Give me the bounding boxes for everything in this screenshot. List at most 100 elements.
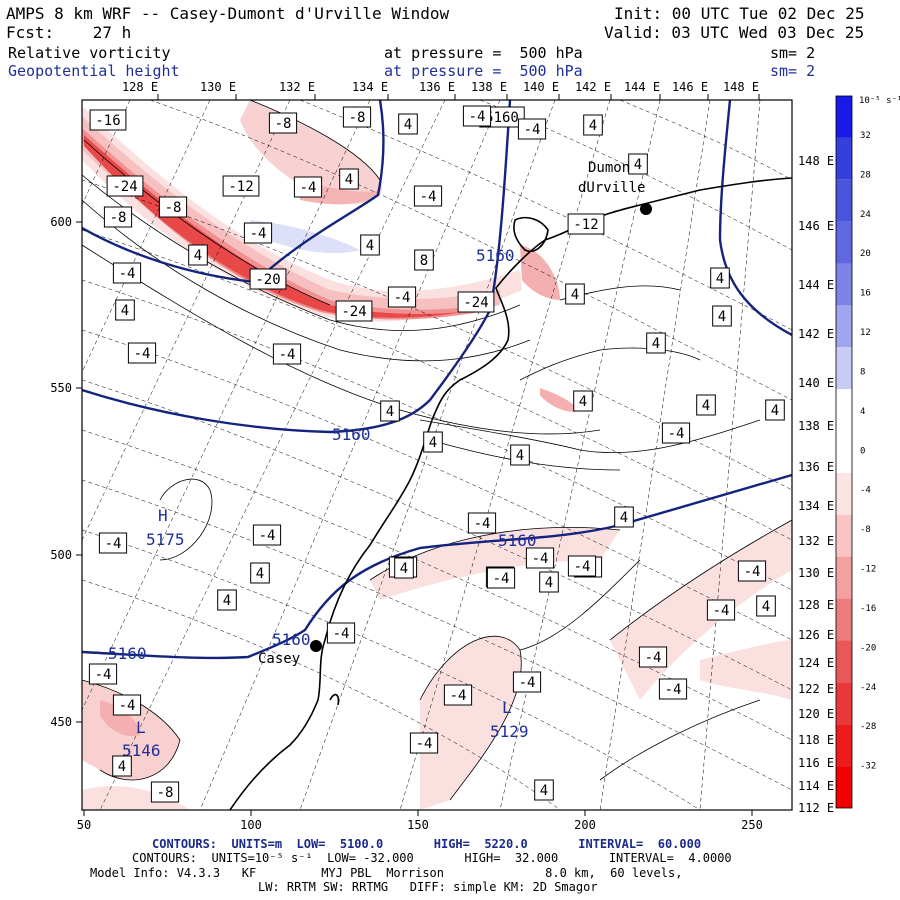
- colorbar-label: -28: [860, 722, 876, 732]
- longitude-right-label: 146 E: [798, 219, 834, 233]
- colorbar-segment: [836, 556, 852, 599]
- vorticity-label: -4: [259, 528, 276, 544]
- vorticity-label-box: [380, 400, 400, 422]
- vorticity-label: -4: [250, 226, 267, 242]
- vorticity-label-box: [706, 599, 736, 621]
- vorticity-label-box: [567, 555, 597, 577]
- vorticity-label: 4: [121, 303, 129, 319]
- vorticity-label: -4: [134, 346, 151, 362]
- colorbar-segment: [836, 137, 852, 180]
- colorbar-label: -8: [860, 525, 871, 535]
- longitude-right-label: 128 E: [798, 598, 834, 612]
- colorbar-segment: [836, 179, 852, 222]
- vorticity-label-box: [534, 779, 554, 801]
- vorticity-label-box: [127, 342, 157, 364]
- low-center-value: 5146: [122, 741, 161, 760]
- colorbar-segment: [836, 305, 852, 348]
- longitude-top-label: 142 E: [575, 80, 611, 94]
- geopotential-height-contours: [82, 100, 792, 660]
- colorbar-segment: [836, 431, 852, 473]
- vorticity-label-box: [387, 286, 417, 308]
- vorticity-labels: -16 -8 -8 4 5160-4 4-24-8-12 -4 4-4-8-4484-20-2…: [88, 105, 785, 803]
- vorticity-label: 4: [223, 593, 231, 609]
- vorticity-label: -8: [349, 110, 366, 126]
- vorticity-label-box: [272, 343, 302, 365]
- vorticity-label-box: [517, 118, 547, 140]
- colorbar-label: 12: [860, 328, 871, 338]
- vorticity-label-box: [512, 671, 542, 693]
- vorticity-label-box: [249, 268, 287, 290]
- colorbar-label: 32: [860, 131, 871, 141]
- vorticity-label-box: [339, 168, 359, 190]
- x-axis-tick-label: 100: [240, 818, 262, 832]
- colorbar-label: 4: [860, 407, 865, 417]
- vorticity-label: -12: [228, 179, 253, 195]
- vorticity-label: -4: [333, 626, 350, 642]
- x-axis-tick-label: 200: [574, 818, 596, 832]
- colorbar-segment: [836, 640, 852, 683]
- vorticity-label: -8: [165, 200, 182, 216]
- longitude-top-label: 128 E: [122, 80, 158, 94]
- vorticity-label: -4: [279, 347, 296, 363]
- longitude-right-label: 138 E: [798, 419, 834, 433]
- colorbar-unit: 10⁻⁵ s⁻¹: [859, 96, 900, 106]
- vorticity-label-box: [710, 267, 730, 289]
- vorticity-label: -4: [668, 426, 685, 442]
- vorticity-label: -4: [532, 551, 549, 567]
- vorticity-label: -4: [665, 682, 682, 698]
- colorbar-label: -12: [860, 565, 876, 575]
- longitude-top-label: 130 E: [200, 80, 236, 94]
- colorbar-segment: [836, 263, 852, 306]
- vorticity-label-box: [88, 663, 118, 685]
- vorticity-label: -4: [95, 667, 112, 683]
- longitude-right-label: 132 E: [798, 534, 834, 548]
- high-center-value: 5175: [146, 530, 185, 549]
- colorbar-label: 0: [860, 446, 865, 456]
- vorticity-label: -4: [105, 536, 122, 552]
- vorticity-label: -24: [112, 179, 137, 195]
- vorticity-label: 4: [429, 435, 437, 451]
- colorbar-segment: [836, 472, 852, 515]
- vorticity-label: -8: [157, 785, 174, 801]
- longitude-right-label: 134 E: [798, 499, 834, 513]
- vorticity-label-box: [457, 291, 495, 313]
- field2-smoothing: sm= 2: [770, 62, 816, 80]
- vorticity-label-box: [413, 185, 443, 207]
- height-label: 5160: [476, 246, 515, 265]
- vorticity-label: 4: [652, 336, 660, 352]
- field2-name: Geopotential height: [8, 62, 180, 80]
- vorticity-label: -4: [394, 290, 411, 306]
- vorticity-label: 4: [194, 248, 202, 264]
- station-label-dumont-durville: Dumont dUrville: [578, 160, 645, 196]
- colorbar-segment: [836, 389, 852, 432]
- longitude-right-label: 120 E: [798, 707, 834, 721]
- colorbar-label: -16: [860, 604, 876, 614]
- vorticity-label: -4: [416, 736, 433, 752]
- low-center-letter: L: [502, 698, 512, 717]
- vorticity-label: -4: [519, 675, 536, 691]
- vorticity-label: 4: [516, 448, 524, 464]
- footer-height-contours: CONTOURS: UNITS=m LOW= 5100.0 HIGH= 5220…: [152, 837, 702, 851]
- vorticity-label-box: [342, 106, 372, 128]
- vorticity-label: -8: [275, 116, 292, 132]
- height-label: 5160: [272, 630, 311, 649]
- latlon-grid: [82, 100, 792, 810]
- vorticity-label: 4: [702, 398, 710, 414]
- plot-frame: [81, 99, 793, 811]
- field1-name: Relative vorticity: [8, 44, 171, 62]
- casey-station-marker: [310, 640, 322, 652]
- height-label: 5160: [108, 644, 147, 663]
- vorticity-label: -4: [300, 180, 317, 196]
- vorticity-label: 4: [571, 287, 579, 303]
- colorbar-segment: [836, 96, 852, 138]
- longitude-right-label: 130 E: [798, 566, 834, 580]
- low-center-letter: L: [136, 718, 146, 737]
- vorticity-label-box: [583, 114, 603, 136]
- colorbar-label: 16: [860, 289, 871, 299]
- vorticity-label: 4: [579, 394, 587, 410]
- vorticity-label-box: [89, 109, 127, 131]
- vorticity-label-box: [409, 732, 439, 754]
- longitude-right-label: 148 E: [798, 154, 834, 168]
- colorbar-label: -32: [860, 762, 876, 772]
- pressure-centers: H 5175 L 5146 L 5129: [122, 506, 529, 760]
